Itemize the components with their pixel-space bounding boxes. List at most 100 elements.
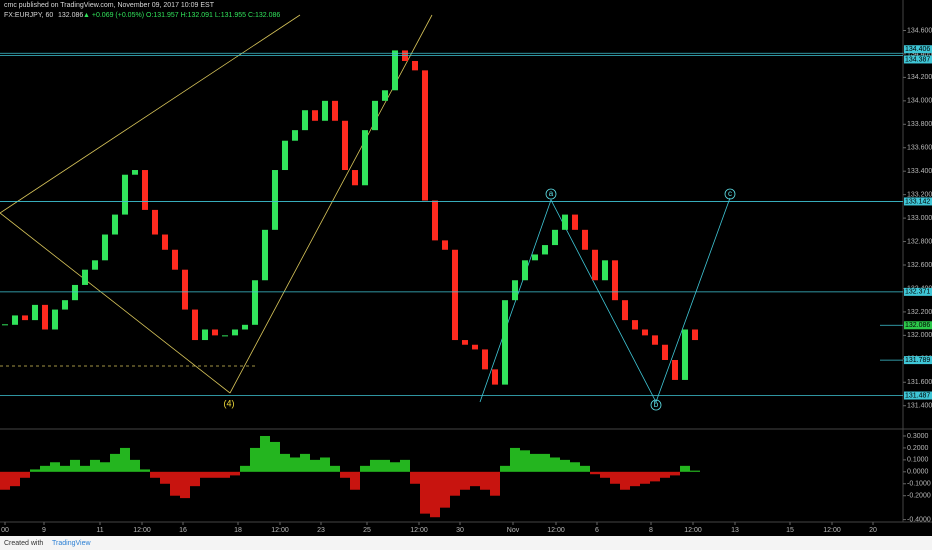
- histogram-bar: [210, 471, 220, 478]
- histogram-bar: [570, 462, 580, 472]
- histogram-bar: [270, 441, 280, 472]
- histogram-bar: [580, 465, 590, 472]
- y-tick-label: 132.000: [907, 332, 932, 339]
- footer-text: Created with: [4, 540, 43, 547]
- y-tick-label: 0.2000: [907, 445, 929, 452]
- candle: [32, 304, 38, 321]
- wave-marker: [545, 188, 557, 200]
- histogram-bar: [360, 465, 370, 472]
- histogram-bar: [540, 453, 550, 472]
- candle: [532, 254, 538, 261]
- trend-line: [0, 14, 301, 214]
- y-tick-label: 0.3000: [907, 433, 929, 440]
- candle: [362, 130, 368, 186]
- y-tick-label: 0.0000: [907, 469, 929, 476]
- candle: [412, 60, 418, 71]
- histogram-bar: [420, 471, 430, 514]
- wave-marker: [650, 399, 662, 411]
- trend-line: [0, 212, 231, 394]
- candle: [602, 260, 608, 281]
- candle: [462, 340, 468, 345]
- candle: [132, 170, 138, 175]
- candle: [72, 284, 78, 301]
- price-badge: [904, 45, 932, 54]
- x-tick-label: 15: [786, 527, 794, 534]
- histogram-bar: [300, 453, 310, 472]
- histogram-bar: [380, 459, 390, 472]
- x-tick-label: 12:00: [271, 527, 289, 534]
- histogram-bar: [30, 469, 40, 472]
- candle: [352, 170, 358, 186]
- histogram-bar: [170, 471, 180, 496]
- candle: [612, 260, 618, 301]
- candle: [632, 320, 638, 330]
- histogram-bar: [680, 465, 690, 472]
- y-tick-label: 132.800: [907, 238, 932, 245]
- histogram-bar: [0, 471, 10, 490]
- histogram-bar: [650, 471, 660, 482]
- y-tick-label: 133.600: [907, 145, 932, 152]
- histogram-bar: [390, 462, 400, 472]
- y-tick-label: 133.800: [907, 121, 932, 128]
- histogram-bar: [590, 471, 600, 475]
- candle: [562, 214, 568, 230]
- ohlc: O:131.957 H:132.091 L:131.955 C:132.086: [146, 12, 280, 19]
- histogram-bar: [620, 471, 630, 490]
- histogram-bar: [490, 471, 500, 496]
- drawings: [0, 14, 736, 411]
- histogram-bar: [500, 465, 510, 472]
- histogram-bar: [340, 471, 350, 478]
- y-tick-label: 133.400: [907, 168, 932, 175]
- histogram-bar: [560, 459, 570, 472]
- symbol: FX:EURJPY, 60: [4, 12, 53, 19]
- histogram-bar: [630, 471, 640, 487]
- histogram-bar: [530, 453, 540, 472]
- price-badge: [904, 321, 932, 330]
- candle: [292, 130, 298, 141]
- candle: [592, 249, 598, 281]
- histogram-bar: [350, 471, 360, 490]
- candle: [452, 249, 458, 341]
- histogram-bar: [10, 471, 20, 487]
- candle: [22, 315, 28, 321]
- histogram-bar: [80, 465, 90, 472]
- candle: [102, 234, 108, 261]
- candle: [572, 214, 578, 230]
- wave-label: c: [728, 189, 732, 198]
- footer-bar: [0, 536, 932, 550]
- y-tick-label: 134.000: [907, 98, 932, 105]
- histogram-bar: [290, 457, 300, 472]
- y-tick-label: 0.1000: [907, 457, 929, 464]
- x-tick-label: 9: [42, 527, 46, 534]
- last-price: 132.086: [58, 12, 83, 19]
- histogram-bar: [60, 465, 70, 472]
- histogram-bar: [150, 471, 160, 478]
- price-badge: [904, 55, 932, 64]
- histogram-bar: [200, 471, 210, 478]
- candle: [282, 140, 288, 171]
- candle: [82, 269, 88, 285]
- price-badge: [904, 391, 932, 400]
- candle: [372, 100, 378, 131]
- candle: [652, 335, 658, 345]
- wave-label: b: [654, 400, 659, 409]
- y-tick-label: 131.600: [907, 379, 932, 386]
- candle: [432, 200, 438, 241]
- x-tick-label: 00: [1, 527, 9, 534]
- candle: [12, 315, 18, 325]
- candle: [162, 234, 168, 250]
- histogram-bar: [320, 457, 330, 472]
- footer-brand[interactable]: TradingView: [52, 540, 91, 547]
- x-tick-label: 11: [96, 527, 103, 534]
- candle: [222, 335, 228, 337]
- candle: [152, 209, 158, 235]
- y-tick-label: 134.400: [907, 51, 932, 58]
- price-badge: [904, 356, 932, 365]
- candle: [382, 90, 388, 101]
- histogram-bar: [460, 471, 470, 490]
- candle: [322, 100, 328, 121]
- x-tick-label: 12:00: [547, 527, 565, 534]
- price-badge-label: 134.406: [905, 46, 930, 53]
- candle: [662, 344, 668, 360]
- candle: [312, 110, 318, 121]
